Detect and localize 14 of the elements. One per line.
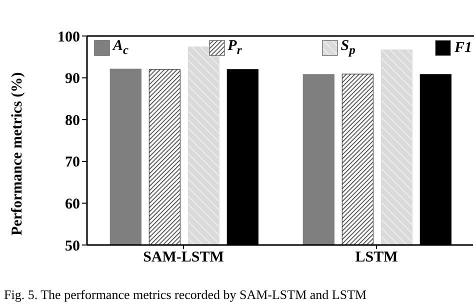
y-tick-label: 50: [65, 238, 80, 254]
legend-label: F1: [454, 40, 472, 56]
legend-label: S$_{p}$: [340, 38, 356, 58]
y-tick-label: 70: [65, 154, 80, 171]
y-axis-title: Performance metrics (%): [9, 72, 26, 236]
x-tick-label: LSTM: [355, 250, 398, 266]
y-tick-label: 90: [65, 71, 80, 88]
legend-label: A$_{c}$: [113, 38, 129, 58]
y-tick-label: 60: [65, 196, 80, 213]
legend-label: P$_{r}$: [228, 38, 242, 58]
caption: Fig. 5. The performance metrics recorded by SAM-LSTM and LSTM: [4, 287, 367, 302]
x-tick-label: SAM-LSTM: [143, 250, 224, 266]
y-tick-label: 80: [65, 112, 80, 129]
y-tick-label: 100: [58, 29, 80, 46]
